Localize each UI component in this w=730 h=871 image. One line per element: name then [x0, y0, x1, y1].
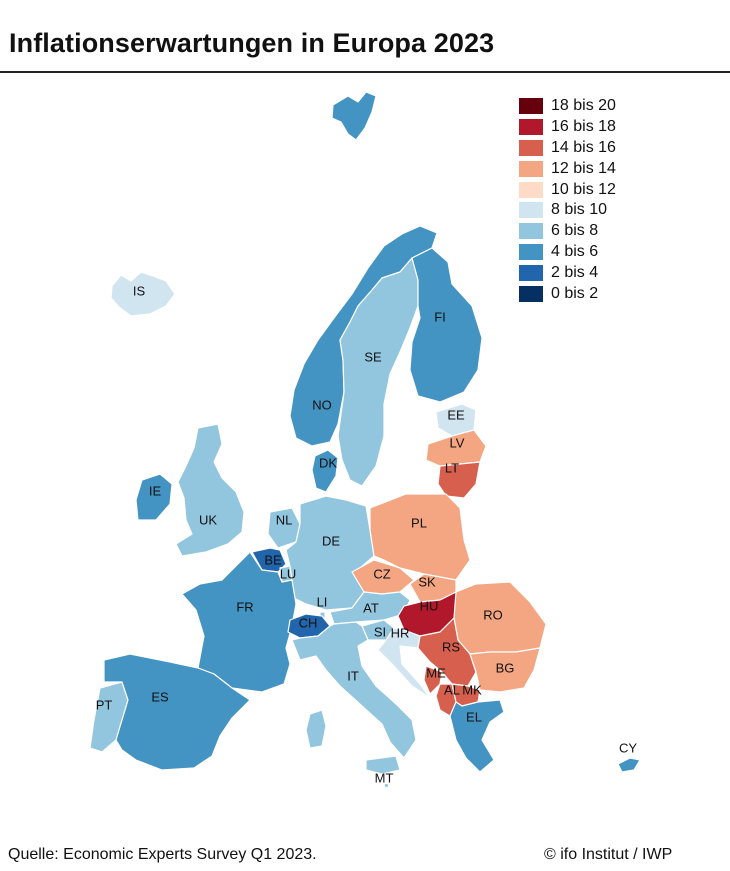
country-ie[interactable] — [135, 473, 173, 521]
label-bg: BG — [496, 660, 515, 675]
country-rs[interactable] — [417, 617, 477, 687]
legend-label: 12 bis 14 — [551, 159, 616, 177]
legend-item: 0 bis 2 — [519, 283, 616, 304]
country-uk[interactable] — [175, 423, 245, 557]
title-divider — [0, 71, 730, 73]
country-fi[interactable] — [409, 247, 483, 403]
legend-item: 2 bis 4 — [519, 262, 616, 283]
map-legend: 18 bis 20 16 bis 18 14 bis 16 12 bis 14 … — [519, 96, 616, 304]
credit-note: © ifo Institut / IWP — [544, 846, 673, 863]
legend-label: 4 bis 6 — [551, 242, 599, 260]
label-lv: LV — [450, 435, 465, 450]
legend-swatch — [519, 98, 543, 115]
label-ro: RO — [483, 607, 503, 622]
country-it-sardinia[interactable] — [305, 709, 327, 749]
legend-label: 2 bis 4 — [551, 263, 599, 281]
label-no: NO — [312, 397, 332, 412]
label-de: DE — [322, 533, 340, 548]
country-dk[interactable] — [311, 449, 339, 493]
label-mt: MT — [375, 770, 394, 785]
label-cy: CY — [619, 740, 637, 755]
label-lt: LT — [445, 460, 459, 475]
label-at: AT — [363, 600, 379, 615]
source-note: Quelle: Economic Experts Survey Q1 2023. — [8, 846, 317, 863]
country-lt[interactable] — [437, 461, 481, 499]
label-ch: CH — [299, 615, 318, 630]
label-ee: EE — [447, 407, 465, 422]
legend-swatch — [519, 202, 543, 219]
label-fr: FR — [236, 599, 253, 614]
label-al: AL — [444, 682, 460, 697]
country-it-sicily[interactable] — [365, 755, 401, 775]
label-pl: PL — [411, 515, 427, 530]
legend-swatch — [519, 119, 543, 136]
label-hr: HR — [391, 625, 410, 640]
label-rs: RS — [442, 639, 460, 654]
label-el: EL — [466, 709, 482, 724]
label-es: ES — [151, 689, 169, 704]
label-fi: FI — [434, 309, 446, 324]
legend-item: 4 bis 6 — [519, 242, 616, 263]
country-el[interactable] — [449, 699, 505, 773]
label-me: ME — [426, 665, 446, 680]
legend-swatch — [519, 223, 543, 240]
legend-item: 14 bis 16 — [519, 138, 616, 159]
label-dk: DK — [319, 455, 337, 470]
label-hu: HU — [420, 598, 439, 613]
legend-item: 12 bis 14 — [519, 158, 616, 179]
country-es[interactable] — [103, 653, 251, 771]
legend-swatch — [519, 243, 543, 260]
country-mt[interactable] — [383, 782, 390, 789]
legend-label: 6 bis 8 — [551, 222, 599, 240]
label-nl: NL — [276, 512, 293, 527]
label-li: LI — [317, 594, 328, 609]
label-uk: UK — [199, 512, 217, 527]
legend-swatch — [519, 285, 543, 302]
legend-item: 8 bis 10 — [519, 200, 616, 221]
country-is[interactable] — [110, 271, 176, 317]
country-me[interactable] — [423, 665, 443, 695]
country-se[interactable] — [337, 257, 419, 487]
label-sk: SK — [418, 574, 436, 589]
legend-label: 0 bis 2 — [551, 284, 599, 302]
country-hr[interactable] — [377, 627, 431, 699]
legend-item: 6 bis 8 — [519, 221, 616, 242]
map-title: Inflationserwartungen in Europa 2023 — [9, 28, 495, 58]
country-de[interactable] — [285, 495, 375, 611]
legend-swatch — [519, 160, 543, 177]
legend-label: 18 bis 20 — [551, 97, 616, 115]
legend-swatch — [519, 181, 543, 198]
label-be: BE — [264, 552, 282, 567]
legend-label: 16 bis 18 — [551, 118, 616, 136]
country-bg[interactable] — [469, 647, 541, 693]
country-sj[interactable] — [331, 91, 377, 141]
legend-swatch — [519, 264, 543, 281]
legend-label: 10 bis 12 — [551, 180, 616, 198]
country-labels: IS FI SE NO EE LV DK LT IE UK NL PL DE B… — [96, 283, 638, 785]
label-is: IS — [133, 283, 146, 298]
label-cz: CZ — [373, 566, 390, 581]
label-ie: IE — [149, 483, 162, 498]
country-cy[interactable] — [617, 757, 641, 773]
label-it: IT — [347, 668, 359, 683]
country-it[interactable] — [291, 621, 417, 759]
label-pt: PT — [96, 697, 113, 712]
label-si: SI — [374, 624, 386, 639]
label-lu: LU — [280, 566, 297, 581]
country-fr[interactable] — [181, 551, 297, 693]
label-se: SE — [364, 349, 382, 364]
legend-label: 14 bis 16 — [551, 138, 616, 156]
legend-item: 16 bis 18 — [519, 117, 616, 138]
legend-item: 18 bis 20 — [519, 96, 616, 117]
legend-item: 10 bis 12 — [519, 179, 616, 200]
legend-label: 8 bis 10 — [551, 201, 608, 219]
legend-swatch — [519, 139, 543, 156]
label-mk: MK — [462, 682, 482, 697]
